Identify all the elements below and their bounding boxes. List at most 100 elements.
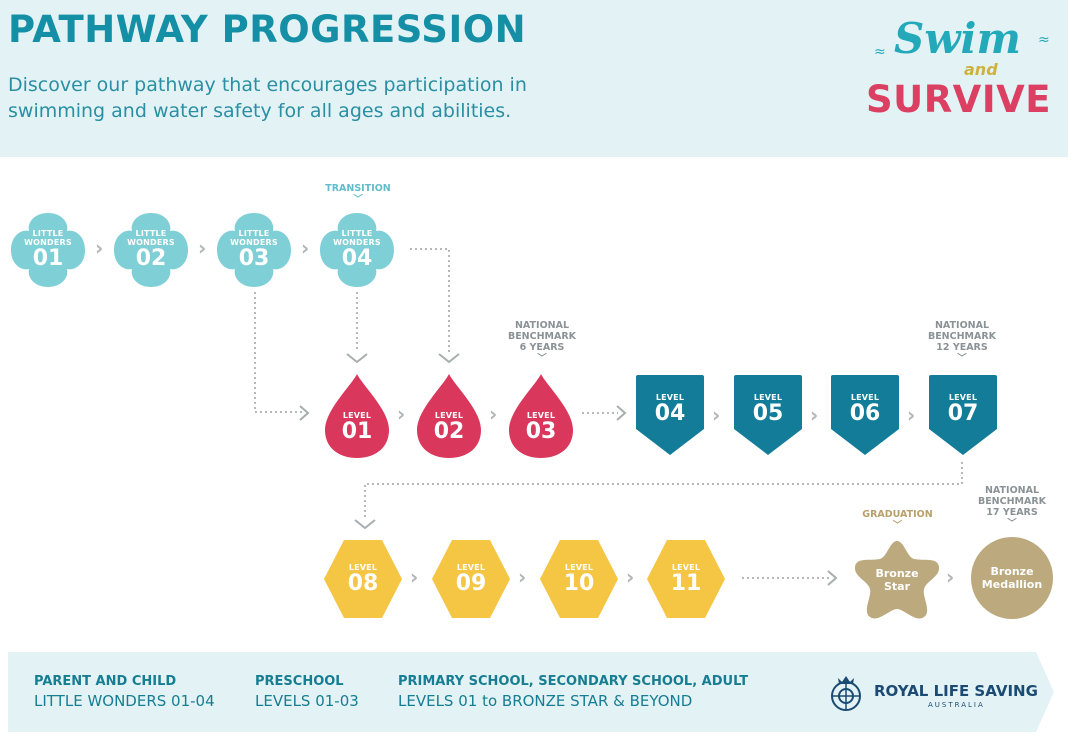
node-num: 02 (433, 418, 465, 444)
node-num: 03 (238, 246, 270, 271)
level-07-badge: LEVEL 07 (927, 373, 999, 457)
subtitle-line-2: swimming and water safety for all ages a… (8, 100, 512, 122)
note-line: NATIONAL (934, 320, 989, 331)
node-label: LEVEL (456, 562, 486, 572)
connector-lines (254, 248, 963, 586)
footer-heading: PARENT AND CHILD (34, 674, 177, 689)
wave-icon: ≈ (1038, 32, 1050, 48)
wave-icon: ≈ (874, 44, 886, 60)
chevron-right-icon: › (946, 565, 955, 589)
footer-banner: PARENT AND CHILD LITTLE WONDERS 01-04 PR… (8, 652, 1054, 732)
shield-shape-icon (831, 375, 899, 455)
node-label: LEVEL (948, 392, 978, 402)
level-04-badge: LEVEL 04 (634, 373, 706, 457)
note-line: 12 YEARS (936, 342, 988, 353)
note-chevron-icon: ﹀ (537, 353, 547, 364)
level-01-badge: LEVEL 01 (323, 372, 391, 460)
swim-and-survive-logo: ≈ ≈ Swim and SURVIVE (860, 12, 1060, 122)
drop-shape-icon (325, 374, 389, 458)
org-name: ROYAL LIFE SAVING (874, 682, 1038, 700)
node-label: LEVEL (753, 392, 783, 402)
drop-shape-icon (417, 374, 481, 458)
chevron-right-icon: › (410, 565, 419, 589)
medallion-icon (971, 537, 1053, 619)
node-num: 01 (341, 418, 373, 444)
level-09-badge: LEVEL 09 (430, 538, 512, 620)
little-wonders-03-badge: LITTLE WONDERS 03 (213, 209, 295, 291)
note-chevron-icon: ﹀ (892, 520, 903, 531)
note-line: GRADUATION (862, 509, 933, 520)
level-11-badge: LEVEL 11 (645, 538, 727, 620)
shield-shape-icon (636, 375, 704, 455)
shield-shape-icon (929, 375, 997, 455)
node-text: LITTLE WONDERS 02 (127, 229, 175, 271)
node-label: LEVEL (671, 562, 701, 572)
node-line1: LITTLE (135, 229, 167, 238)
chevron-right-icon: › (301, 236, 310, 260)
level-03-badge: LEVEL 03 (507, 372, 575, 460)
note-line: BENCHMARK (507, 331, 577, 342)
level-05-badge: LEVEL 05 (732, 373, 804, 457)
node-text: LEVEL 03 (526, 411, 557, 444)
node-label: LEVEL (348, 562, 378, 572)
footer-parent-child: PARENT AND CHILD LITTLE WONDERS 01-04 (34, 674, 215, 710)
node-text: LITTLE WONDERS 04 (333, 229, 381, 271)
node-text: LEVEL 08 (348, 563, 379, 596)
level-02-badge: LEVEL 02 (415, 372, 483, 460)
chevron-right-icon: › (397, 402, 406, 426)
node-num: 03 (525, 418, 557, 444)
node-num: 07 (947, 400, 979, 426)
page-title: PATHWAY PROGRESSION (8, 8, 527, 51)
pathway-diagram: TRANSITION ﹀ NATIONAL BENCHMARK 6 YEARS … (0, 157, 1068, 652)
footer-subtext: LITTLE WONDERS 01-04 (34, 692, 215, 710)
chevron-right-icon: › (810, 403, 819, 427)
node-text: LEVEL 11 (671, 563, 702, 596)
footer-subtext: LEVELS 01 to BRONZE STAR & BEYOND (398, 692, 693, 710)
node-line2: WONDERS (230, 238, 278, 247)
drop-shape-icon (509, 374, 573, 458)
award-label: Medallion (981, 578, 1043, 591)
org-country: AUSTRALIA (928, 701, 985, 709)
note-line: BENCHMARK (977, 496, 1047, 507)
node-text: LITTLE WONDERS 03 (230, 229, 278, 271)
note-line: NATIONAL (984, 485, 1039, 496)
node-line2: WONDERS (333, 238, 381, 247)
note-transition-text: TRANSITION (325, 183, 391, 194)
note-line: NATIONAL (514, 320, 569, 331)
node-label: LEVEL (564, 562, 594, 572)
node-num: 08 (347, 570, 379, 596)
little-wonders-02-badge: LITTLE WONDERS 02 (110, 209, 192, 291)
node-line1: LITTLE (238, 229, 270, 238)
award-label: Bronze (990, 565, 1034, 578)
chevron-right-icon: › (907, 403, 916, 427)
clover-shape-icon (11, 213, 85, 287)
footer-heading: PRIMARY SCHOOL, SECONDARY SCHOOL, ADULT (398, 674, 749, 689)
footer-school-adult: PRIMARY SCHOOL, SECONDARY SCHOOL, ADULT … (398, 674, 748, 710)
node-num: 10 (563, 570, 595, 596)
clover-shape-icon (217, 213, 291, 287)
note-benchmark-17: NATIONAL BENCHMARK 17 YEARS ﹀ (968, 485, 1056, 529)
subtitle-line-1: Discover our pathway that encourages par… (8, 74, 527, 96)
node-label: LEVEL (526, 410, 556, 420)
hexagon-shape-icon (647, 540, 725, 618)
node-line1: LITTLE (341, 229, 373, 238)
node-text: LEVEL 10 (564, 563, 595, 596)
chevron-right-icon: › (198, 236, 207, 260)
node-label: LEVEL (434, 410, 464, 420)
note-line: BENCHMARK (927, 331, 997, 342)
node-label: LEVEL (655, 392, 685, 402)
note-line: 6 YEARS (519, 342, 565, 353)
clover-shape-icon (320, 213, 394, 287)
logo-word-and: and (964, 60, 998, 79)
node-num: 04 (654, 400, 686, 426)
node-num: 05 (752, 400, 784, 426)
note-graduation: GRADUATION ﹀ (850, 509, 945, 531)
chevron-right-icon: › (489, 402, 498, 426)
level-08-badge: LEVEL 08 (322, 538, 404, 620)
footer-subtext: LEVELS 01-03 (255, 692, 359, 710)
note-chevron-icon: ﹀ (353, 194, 363, 205)
chevron-right-icon: › (95, 236, 104, 260)
footer-background (8, 652, 1054, 732)
node-num: 11 (670, 570, 702, 596)
chevron-right-icon: › (712, 403, 721, 427)
